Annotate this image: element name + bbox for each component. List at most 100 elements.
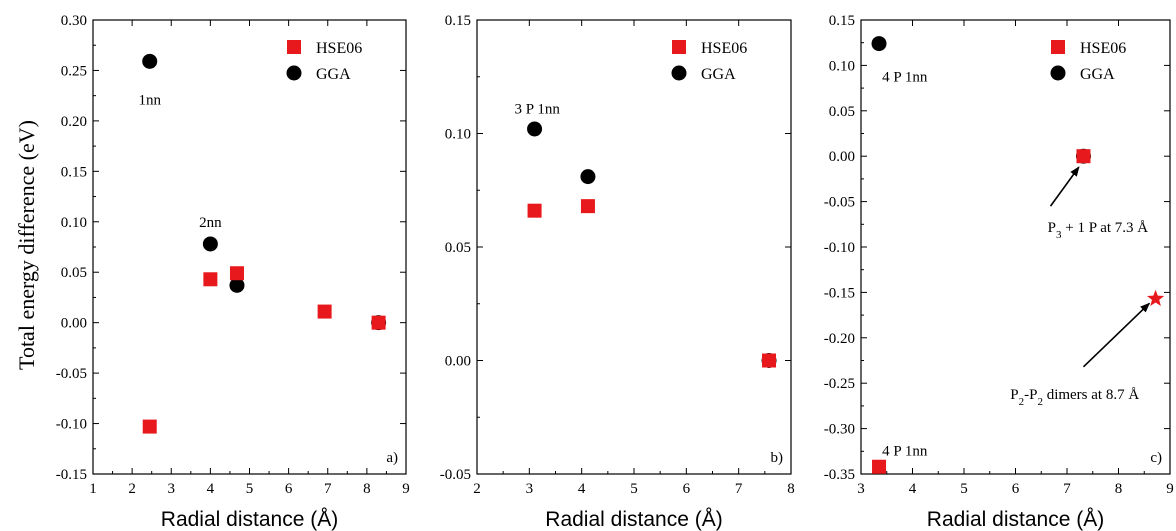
- x-tick-label: 4: [207, 481, 215, 497]
- legend-marker: [1050, 65, 1066, 81]
- data-point-hse06: [762, 353, 777, 368]
- x-axis-label: Radial distance (Å): [545, 508, 722, 531]
- data-point-hse06: [527, 203, 542, 218]
- legend-label: HSE06: [316, 40, 362, 57]
- shared-y-axis-label: Total energy difference (eV): [14, 120, 39, 370]
- annotation-text: P: [1048, 220, 1056, 236]
- data-point-hse06: [142, 419, 157, 434]
- x-tick-label: 4: [909, 481, 917, 497]
- y-tick-label: 0.15: [61, 164, 87, 180]
- panel-label: a): [386, 450, 398, 466]
- y-tick-label: -0.15: [56, 467, 87, 483]
- x-axis-label: Radial distance (Å): [161, 508, 338, 531]
- x-tick-label: 1: [89, 481, 97, 497]
- x-tick-label: 8: [1115, 481, 1123, 497]
- annotation-arrow: [1049, 166, 1080, 207]
- x-tick-label: 9: [1166, 481, 1174, 497]
- data-point-gga: [142, 53, 158, 69]
- panel-label: c): [1150, 450, 1162, 466]
- x-tick-label: 2: [473, 481, 481, 497]
- y-tick-label: -0.15: [824, 285, 855, 301]
- legend-label: GGA: [316, 66, 351, 83]
- panel-0: 1 2 3 4 5 6 7 8 9 -0.15 -0.10 -0.05 0.00 0.05 0.10 0.15…: [56, 13, 410, 531]
- x-tick-label: 3: [526, 481, 534, 497]
- y-tick-label: 0.05: [445, 240, 471, 256]
- y-tick-label: 0.30: [61, 13, 87, 29]
- data-point-hse06: [1076, 149, 1091, 164]
- annotation-text: + 1 P at 7.3 Å: [1061, 220, 1148, 236]
- y-tick-label: -0.10: [56, 417, 87, 433]
- data-point-hse06: [229, 266, 244, 281]
- y-tick-label: -0.20: [824, 331, 855, 347]
- x-tick-label: 6: [285, 481, 293, 497]
- legend-marker: [671, 65, 687, 81]
- panel-1: 2 3 4 5 6 7 8 -0.05 0.00 0.05 0.10 0.15 Radial dista…: [440, 13, 795, 531]
- annotation-label: P2-P2 dimers at 8.7 Å: [1010, 387, 1139, 408]
- x-axis-label: Radial distance (Å): [927, 508, 1104, 531]
- x-tick-label: 7: [735, 481, 743, 497]
- data-point-hse06: [1147, 289, 1165, 307]
- y-tick-label: 0.05: [61, 265, 87, 281]
- x-tick-label: 5: [246, 481, 254, 497]
- legend-marker: [287, 40, 301, 54]
- y-tick-label: 0.00: [445, 354, 471, 370]
- annotation-text: dimers at 8.7 Å: [1043, 387, 1139, 403]
- legend-marker: [286, 65, 302, 81]
- y-tick-label: -0.05: [56, 366, 87, 382]
- x-tick-label: 7: [324, 481, 332, 497]
- x-tick-label: 5: [960, 481, 968, 497]
- data-point-hse06: [371, 315, 386, 330]
- panels: 1 2 3 4 5 6 7 8 9 -0.15 -0.10 -0.05 0.00 0.05 0.10 0.15…: [56, 13, 1174, 531]
- y-tick-label: -0.05: [824, 195, 855, 211]
- y-tick-label: 0.15: [829, 13, 855, 29]
- annotation-text: -P: [1024, 387, 1037, 403]
- x-tick-label: 4: [578, 481, 586, 497]
- y-tick-label: -0.05: [440, 467, 471, 483]
- data-point-hse06: [872, 459, 887, 474]
- annotation-label: 4 P 1nn: [882, 443, 928, 459]
- x-tick-label: 9: [402, 481, 410, 497]
- annotation-label: P3 + 1 P at 7.3 Å: [1048, 220, 1149, 241]
- x-tick-label: 8: [787, 481, 795, 497]
- x-tick-label: 5: [630, 481, 638, 497]
- x-tick-label: 6: [1012, 481, 1020, 497]
- y-tick-label: 0.00: [829, 149, 855, 165]
- annotation-label: 4 P 1nn: [882, 69, 928, 85]
- data-point-gga: [229, 277, 245, 293]
- x-tick-label: 8: [363, 481, 371, 497]
- data-point-gga: [527, 121, 543, 137]
- legend-label: HSE06: [701, 40, 747, 57]
- y-tick-label: -0.10: [824, 240, 855, 256]
- y-tick-label: -0.30: [824, 422, 855, 438]
- plot-frame: [860, 19, 1171, 475]
- y-tick-label: 0.05: [829, 104, 855, 120]
- plot-frame: [476, 19, 792, 475]
- annotation-text: P: [1010, 387, 1018, 403]
- data-point-gga: [202, 236, 218, 252]
- annotation-subscript: 3: [1056, 229, 1062, 241]
- data-point-gga: [580, 169, 596, 185]
- annotation-subscript: 2: [1019, 396, 1025, 408]
- annotation-arrow: [1082, 302, 1151, 368]
- data-point-hse06: [203, 272, 218, 287]
- annotation-label: 1nn: [138, 93, 161, 109]
- panel-2: 3 4 5 6 7 8 9 -0.35 -0.30 -0.25 -0.20 -0.15 -0.10 -0.…: [824, 13, 1174, 531]
- y-tick-label: 0.20: [61, 114, 87, 130]
- legend-marker: [672, 40, 686, 54]
- x-tick-label: 3: [857, 481, 865, 497]
- data-point-hse06: [317, 304, 332, 319]
- legend-marker: [1051, 40, 1065, 54]
- legend-label: GGA: [1080, 66, 1115, 83]
- y-tick-label: 0.25: [61, 63, 87, 79]
- y-tick-label: 0.10: [829, 58, 855, 74]
- plot-frame: [92, 19, 407, 475]
- x-tick-label: 3: [168, 481, 176, 497]
- y-tick-label: -0.25: [824, 376, 855, 392]
- x-tick-label: 6: [683, 481, 691, 497]
- y-tick-label: 0.00: [61, 316, 87, 332]
- annotation-label: 2nn: [199, 215, 222, 231]
- panel-label: b): [771, 450, 784, 466]
- legend-label: GGA: [701, 66, 736, 83]
- annotation-subscript: 2: [1037, 396, 1043, 408]
